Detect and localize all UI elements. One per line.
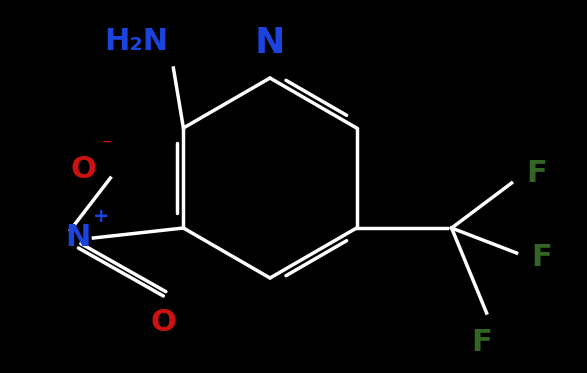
Text: +: + bbox=[92, 207, 109, 226]
Text: F: F bbox=[527, 159, 547, 188]
Text: O: O bbox=[70, 154, 96, 184]
Text: ⁻: ⁻ bbox=[102, 136, 112, 155]
Text: H₂N: H₂N bbox=[104, 27, 168, 56]
Text: N: N bbox=[255, 26, 285, 60]
Text: F: F bbox=[532, 244, 552, 273]
Text: F: F bbox=[471, 328, 492, 357]
Text: N: N bbox=[66, 223, 91, 253]
Text: O: O bbox=[150, 308, 176, 337]
